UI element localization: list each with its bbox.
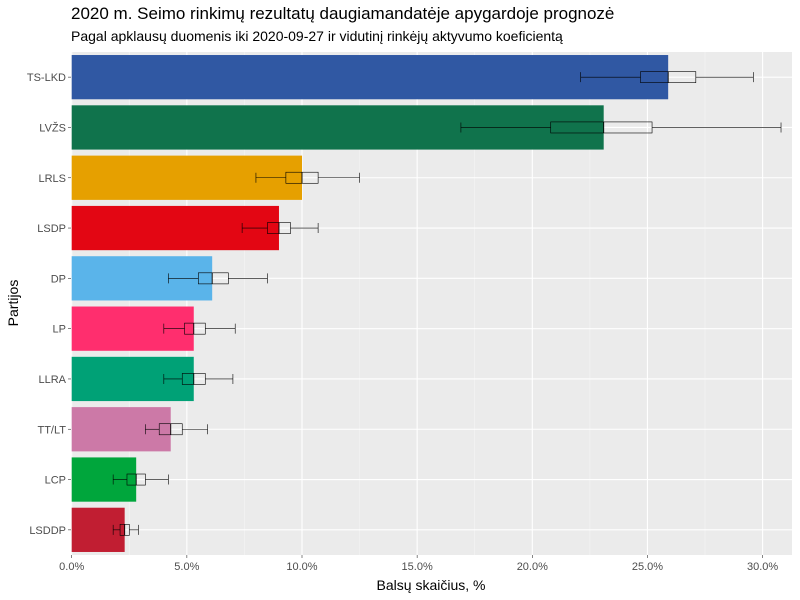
x-tick-label: 30.0% [747,561,778,573]
y-tick-label: LVŽS [39,121,66,134]
bar-ts-lkd [71,55,669,100]
y-tick-label: TS-LKD [27,72,66,84]
y-tick-label: DP [51,273,66,285]
y-tick-label: LP [53,324,66,336]
interval-lsddp [112,524,139,536]
x-tick-label: 15.0% [402,561,433,573]
x-tick-label: 20.0% [517,561,548,573]
error-intervals [112,71,782,536]
y-tick-label: LSDP [37,223,66,235]
interval-lv-s [460,121,782,134]
interval-lp [163,322,236,335]
y-tick-label: LLRA [38,374,66,386]
chart-title: 2020 m. Seimo rinkimų rezultatų daugiama… [71,4,615,23]
interval-lsdp [241,222,319,234]
interval-dp [168,272,268,285]
interval-box [184,322,206,335]
interval-box [198,272,229,285]
axis-ticks: 0.0% 5.0% 10.0% 15.0% 20.0% 25.0% 30.0% TS-LKD L… [27,72,779,573]
x-tick-label: 25.0% [632,561,663,573]
y-tick-label: LRLS [38,173,66,185]
y-tick-label: TT/LT [37,424,66,436]
y-tick-label: LSDDP [29,525,66,537]
chart-subtitle: Pagal apklausų duomenis iki 2020-09-27 i… [71,28,563,44]
y-tick-label: LCP [45,475,66,487]
x-tick-label: 5.0% [174,561,199,573]
interval-lrls [255,171,360,184]
x-tick-label: 0.0% [59,561,84,573]
interval-tt-lt [145,423,208,436]
interval-lcp [112,473,169,486]
interval-box [550,121,653,134]
y-axis-title: Partijos [5,280,21,327]
interval-llra [163,373,234,385]
interval-ts-lkd [580,71,754,83]
x-axis-title: Balsų skaičius, % [377,577,486,593]
x-tick-label: 10.0% [286,561,317,573]
